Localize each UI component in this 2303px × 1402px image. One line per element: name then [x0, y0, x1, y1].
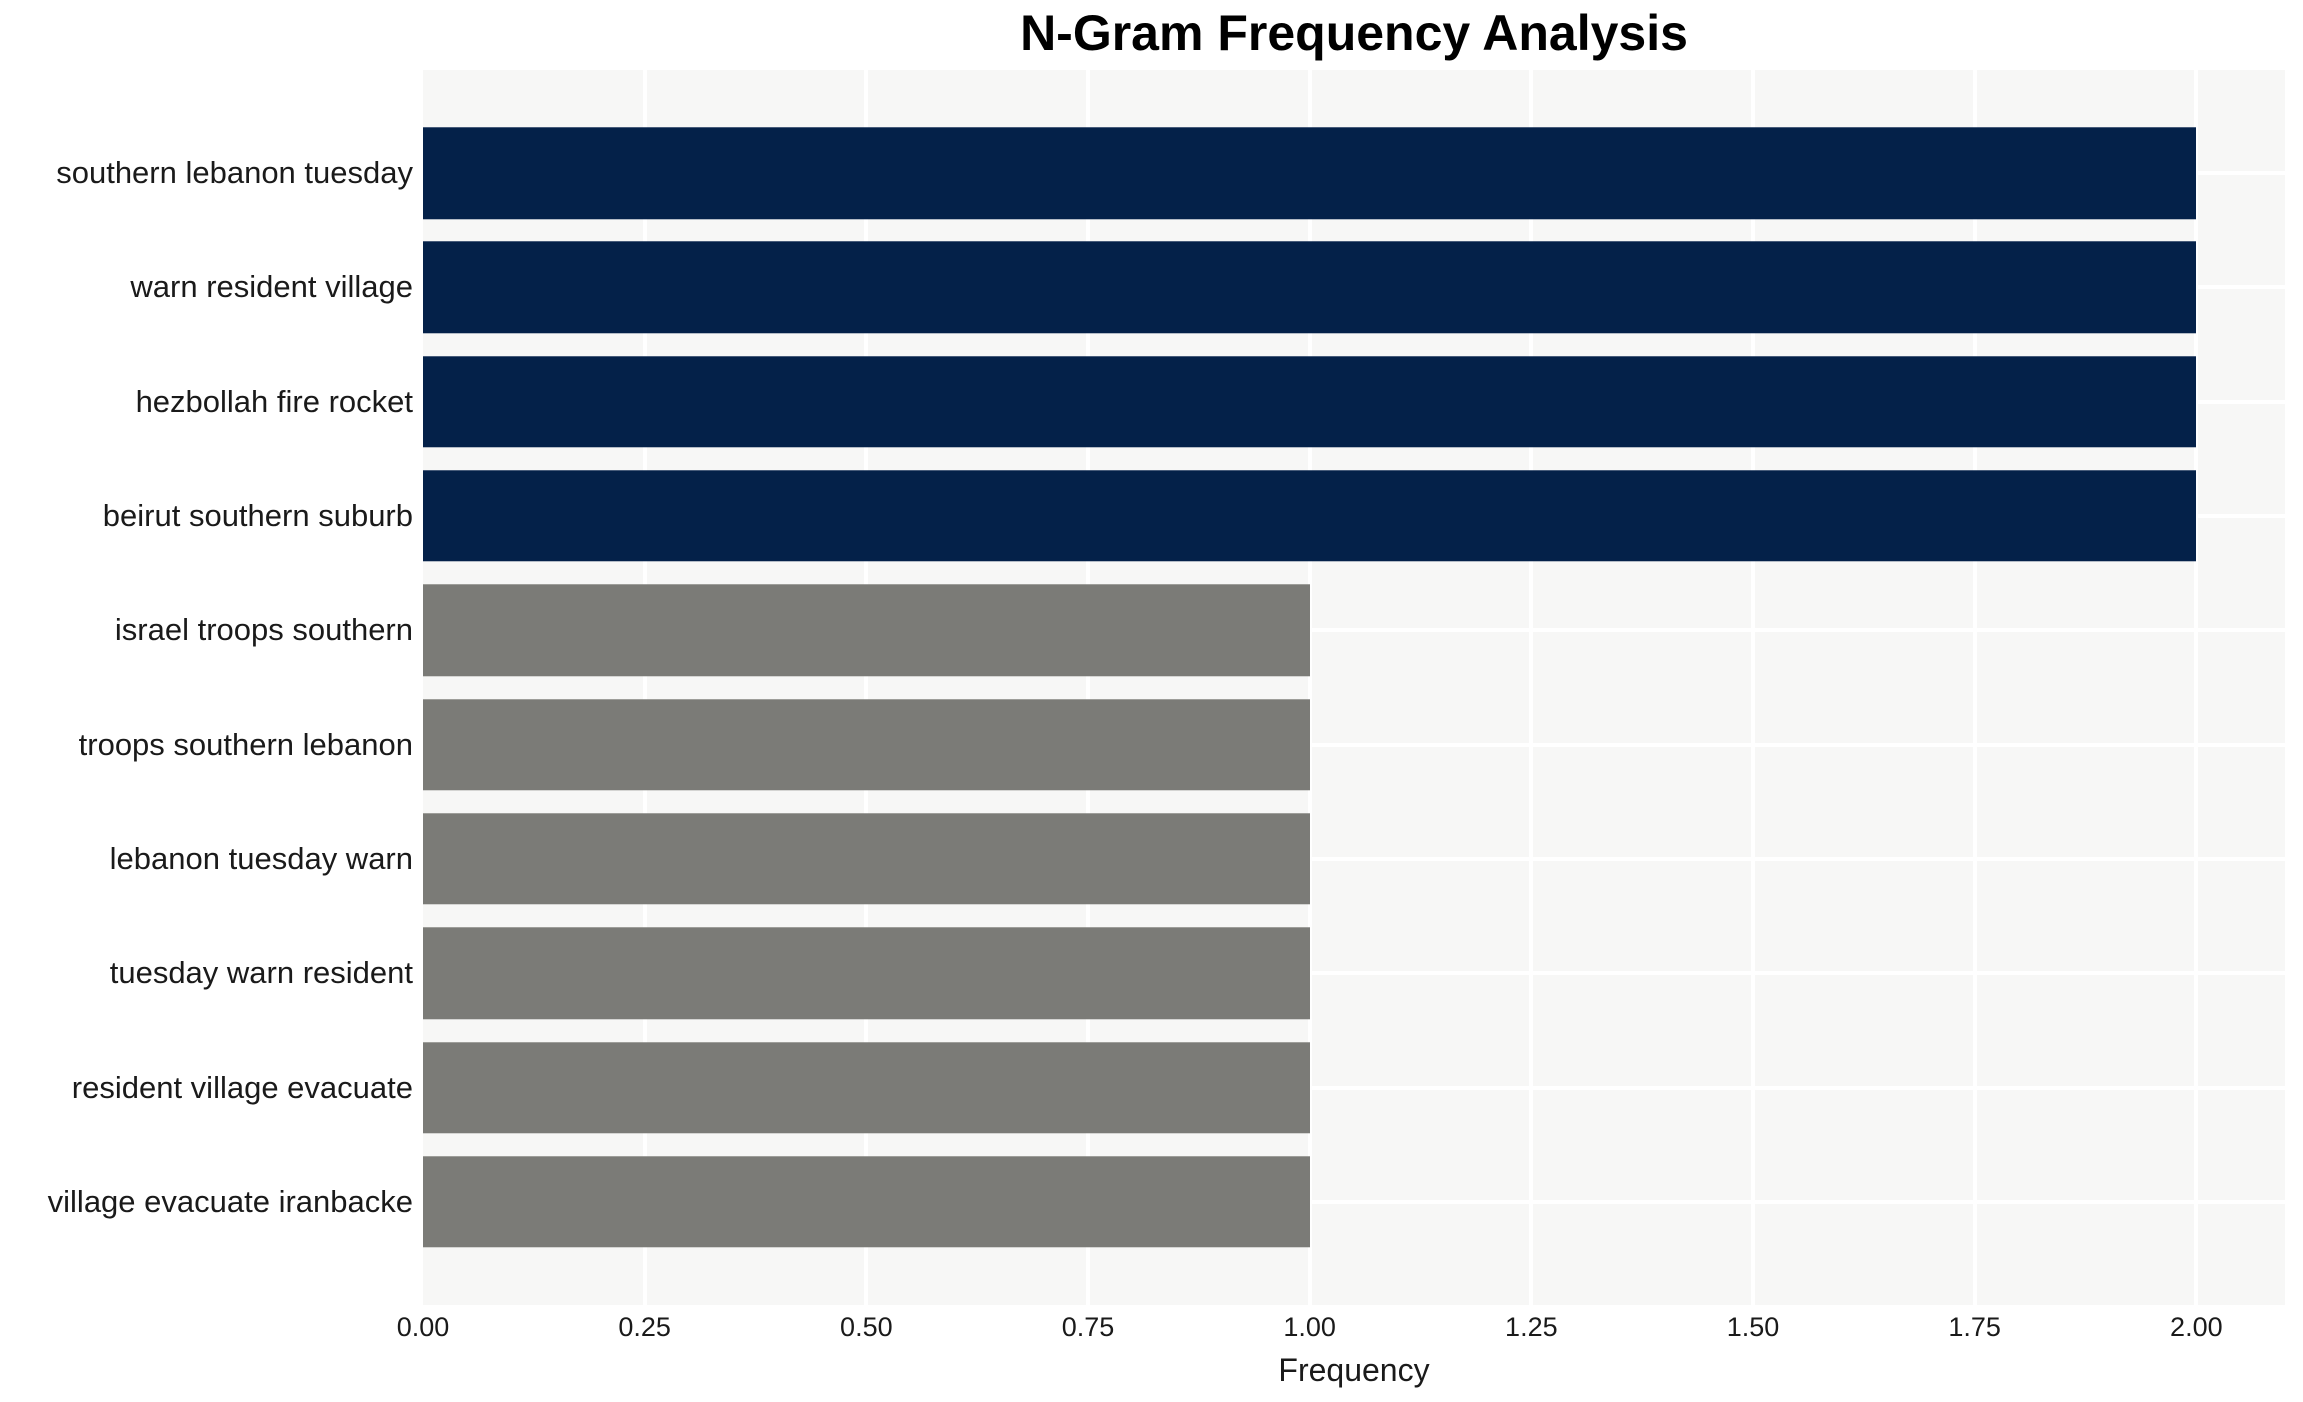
y-tick-label: hezbollah fire rocket — [135, 383, 413, 419]
category-row: tuesday warn resident — [0, 916, 2285, 1030]
category-row: warn resident village — [0, 230, 2285, 344]
h-gridline — [423, 1085, 2285, 1090]
bar-track — [423, 116, 2285, 230]
x-tick-label: 1.75 — [1948, 1312, 2001, 1342]
x-tick-label: 2.00 — [2170, 1312, 2223, 1342]
v-gridline — [1529, 70, 1534, 1305]
category-row: hezbollah fire rocket — [0, 345, 2285, 459]
frequency-bar — [423, 813, 1310, 905]
v-gridline — [1307, 70, 1312, 1305]
frequency-bar — [423, 1156, 1310, 1248]
y-tick-label: tuesday warn resident — [109, 955, 413, 991]
bar-track — [423, 459, 2285, 573]
x-tick-label: 0.75 — [1061, 1312, 1115, 1342]
vertical-gridlines — [423, 70, 2285, 1305]
frequency-bar — [423, 584, 1310, 677]
x-axis-tick-labels: 0.00 0.25 0.50 0.75 1.00 1.25 1.50 1.75 2.00 — [397, 1312, 2285, 1348]
category-row: beirut southern suburb — [0, 459, 2285, 573]
bar-track — [423, 687, 2285, 801]
x-tick-label: 1.50 — [1726, 1312, 1780, 1342]
category-row: israel troops southern — [0, 573, 2285, 687]
bar-track — [423, 1145, 2285, 1259]
y-tick-label: southern lebanon tuesday — [56, 155, 413, 191]
h-gridline — [423, 742, 2285, 747]
frequency-bar — [423, 927, 1310, 1019]
frequency-bar — [423, 1041, 1310, 1134]
bar-track — [423, 1030, 2285, 1144]
x-tick-label: 1.25 — [1505, 1312, 1558, 1342]
category-row: village evacuate iranbacke — [0, 1145, 2285, 1259]
y-tick-label: warn resident village — [130, 269, 413, 305]
h-gridline — [423, 628, 2285, 633]
frequency-bar — [423, 241, 2197, 334]
bar-track — [423, 573, 2285, 687]
y-tick-label: resident village evacuate — [71, 1069, 413, 1105]
category-row: resident village evacuate — [0, 1030, 2285, 1144]
v-gridline — [864, 70, 869, 1305]
v-gridline — [1972, 70, 1977, 1305]
category-row: troops southern lebanon — [0, 687, 2285, 801]
bar-track — [423, 230, 2285, 344]
y-tick-label: beirut southern suburb — [102, 498, 413, 534]
bar-track — [423, 916, 2285, 1030]
h-gridline — [423, 1199, 2285, 1204]
y-tick-label: troops southern lebanon — [78, 726, 413, 762]
frequency-bar — [423, 698, 1310, 791]
v-gridline — [1751, 70, 1755, 1305]
bar-track — [423, 345, 2285, 459]
x-tick-label: 0.25 — [618, 1312, 671, 1342]
v-gridline — [642, 70, 647, 1305]
frequency-bar — [423, 470, 2197, 562]
frequency-bar — [423, 356, 2197, 448]
bar-track — [423, 802, 2285, 916]
y-tick-label: lebanon tuesday warn — [109, 840, 413, 876]
frequency-bar — [423, 127, 2197, 219]
v-gridline — [2194, 70, 2199, 1305]
h-gridline — [423, 856, 2285, 861]
x-axis-label: Frequency — [1278, 1352, 1430, 1388]
bar-rows: southern lebanon tuesday warn resident vi… — [0, 70, 2285, 1305]
category-row: southern lebanon tuesday — [0, 116, 2285, 230]
x-tick-label: 0.00 — [396, 1312, 450, 1342]
x-tick-label: 0.50 — [840, 1312, 893, 1342]
chart-title: N-Gram Frequency Analysis — [1020, 5, 1688, 61]
y-tick-label: village evacuate iranbacke — [47, 1183, 413, 1219]
h-gridline — [423, 971, 2285, 976]
v-gridline — [1086, 70, 1090, 1305]
x-tick-label: 1.00 — [1283, 1312, 1336, 1342]
y-tick-label: israel troops southern — [114, 612, 413, 648]
category-row: lebanon tuesday warn — [0, 802, 2285, 916]
